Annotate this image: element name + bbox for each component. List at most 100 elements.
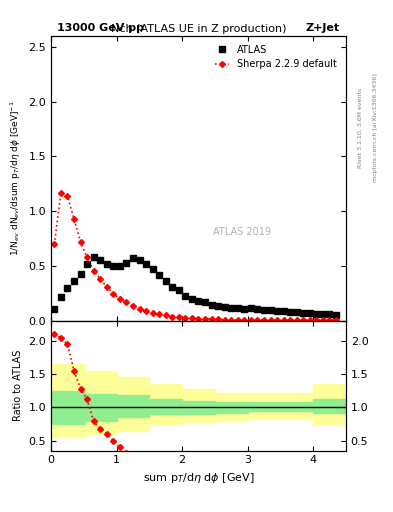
ATLAS [268, 307, 273, 313]
ATLAS [52, 306, 57, 312]
ATLAS [144, 261, 149, 267]
ATLAS [222, 304, 227, 310]
ATLAS [327, 311, 332, 317]
Text: Z+Jet: Z+Jet [306, 23, 340, 33]
Sherpa 2.2.9 default [235, 317, 240, 323]
Sherpa 2.2.9 default [111, 290, 116, 296]
ATLAS [105, 261, 109, 267]
ATLAS [183, 293, 188, 299]
ATLAS [203, 299, 208, 305]
Line: ATLAS: ATLAS [51, 254, 339, 318]
ATLAS [248, 305, 253, 311]
Sherpa 2.2.9 default [203, 316, 208, 322]
Sherpa 2.2.9 default [307, 317, 312, 323]
Line: Sherpa 2.2.9 default: Sherpa 2.2.9 default [52, 190, 338, 322]
ATLAS [65, 285, 70, 291]
Sherpa 2.2.9 default [262, 317, 266, 323]
ATLAS [137, 257, 142, 263]
ATLAS [98, 257, 103, 263]
Sherpa 2.2.9 default [85, 254, 90, 261]
ATLAS [91, 254, 96, 261]
ATLAS [157, 272, 162, 278]
ATLAS [150, 266, 155, 272]
Sherpa 2.2.9 default [105, 284, 109, 290]
Text: ATLAS 2019: ATLAS 2019 [213, 227, 271, 238]
ATLAS [209, 302, 214, 308]
Sherpa 2.2.9 default [130, 303, 135, 309]
ATLAS [59, 294, 63, 300]
Sherpa 2.2.9 default [334, 317, 338, 323]
Sherpa 2.2.9 default [52, 241, 57, 247]
Sherpa 2.2.9 default [98, 276, 103, 282]
Sherpa 2.2.9 default [248, 317, 253, 323]
ATLAS [235, 305, 240, 311]
Sherpa 2.2.9 default [242, 317, 247, 323]
Y-axis label: Ratio to ATLAS: Ratio to ATLAS [13, 350, 23, 421]
ATLAS [78, 271, 83, 277]
Sherpa 2.2.9 default [59, 189, 63, 196]
ATLAS [130, 255, 135, 262]
Sherpa 2.2.9 default [144, 308, 149, 314]
Sherpa 2.2.9 default [294, 317, 299, 323]
Sherpa 2.2.9 default [118, 296, 122, 302]
ATLAS [216, 303, 220, 309]
ATLAS [170, 284, 174, 290]
ATLAS [275, 308, 279, 314]
ATLAS [301, 310, 306, 316]
Y-axis label: 1/N$_{ev}$ dN$_{ev}$/dsum p$_T$/d$\eta$ d$\phi$ [GeV]$^{-1}$: 1/N$_{ev}$ dN$_{ev}$/dsum p$_T$/d$\eta$ … [9, 100, 23, 257]
Sherpa 2.2.9 default [268, 317, 273, 323]
Sherpa 2.2.9 default [65, 193, 70, 199]
Sherpa 2.2.9 default [255, 317, 260, 323]
ATLAS [242, 306, 247, 312]
Sherpa 2.2.9 default [91, 267, 96, 273]
Sherpa 2.2.9 default [222, 317, 227, 323]
Sherpa 2.2.9 default [275, 317, 279, 323]
Sherpa 2.2.9 default [301, 317, 306, 323]
Sherpa 2.2.9 default [229, 317, 233, 323]
ATLAS [314, 311, 319, 317]
Sherpa 2.2.9 default [170, 313, 174, 319]
ATLAS [163, 279, 168, 285]
Sherpa 2.2.9 default [209, 316, 214, 322]
Sherpa 2.2.9 default [288, 317, 292, 323]
ATLAS [124, 260, 129, 266]
Sherpa 2.2.9 default [183, 314, 188, 321]
ATLAS [85, 261, 90, 267]
ATLAS [334, 312, 338, 318]
Sherpa 2.2.9 default [137, 306, 142, 312]
Sherpa 2.2.9 default [189, 314, 194, 321]
Sherpa 2.2.9 default [78, 239, 83, 245]
ATLAS [189, 296, 194, 302]
ATLAS [288, 309, 292, 315]
ATLAS [294, 309, 299, 315]
Text: 13000 GeV pp: 13000 GeV pp [57, 23, 144, 33]
ATLAS [111, 263, 116, 269]
ATLAS [118, 263, 122, 269]
ATLAS [176, 287, 181, 293]
Title: Nch (ATLAS UE in Z production): Nch (ATLAS UE in Z production) [111, 24, 286, 34]
ATLAS [196, 298, 201, 304]
Sherpa 2.2.9 default [72, 216, 76, 222]
Legend: ATLAS, Sherpa 2.2.9 default: ATLAS, Sherpa 2.2.9 default [211, 40, 341, 73]
Sherpa 2.2.9 default [176, 313, 181, 319]
Sherpa 2.2.9 default [150, 310, 155, 316]
Text: mcplots.cern.ch [arXiv:1306.3436]: mcplots.cern.ch [arXiv:1306.3436] [373, 74, 378, 182]
ATLAS [255, 306, 260, 312]
Text: Rivet 3.1.10, 3.6M events: Rivet 3.1.10, 3.6M events [358, 88, 363, 168]
ATLAS [262, 307, 266, 313]
Sherpa 2.2.9 default [163, 312, 168, 318]
ATLAS [72, 279, 76, 285]
Sherpa 2.2.9 default [281, 317, 286, 323]
Sherpa 2.2.9 default [327, 317, 332, 323]
Sherpa 2.2.9 default [216, 316, 220, 322]
ATLAS [307, 310, 312, 316]
Sherpa 2.2.9 default [314, 317, 319, 323]
Sherpa 2.2.9 default [124, 299, 129, 305]
Sherpa 2.2.9 default [321, 317, 325, 323]
ATLAS [281, 308, 286, 314]
X-axis label: sum p$_T$/d$\eta$ d$\phi$ [GeV]: sum p$_T$/d$\eta$ d$\phi$ [GeV] [143, 471, 254, 485]
ATLAS [229, 305, 233, 311]
ATLAS [321, 311, 325, 317]
Sherpa 2.2.9 default [196, 316, 201, 322]
Sherpa 2.2.9 default [157, 311, 162, 317]
